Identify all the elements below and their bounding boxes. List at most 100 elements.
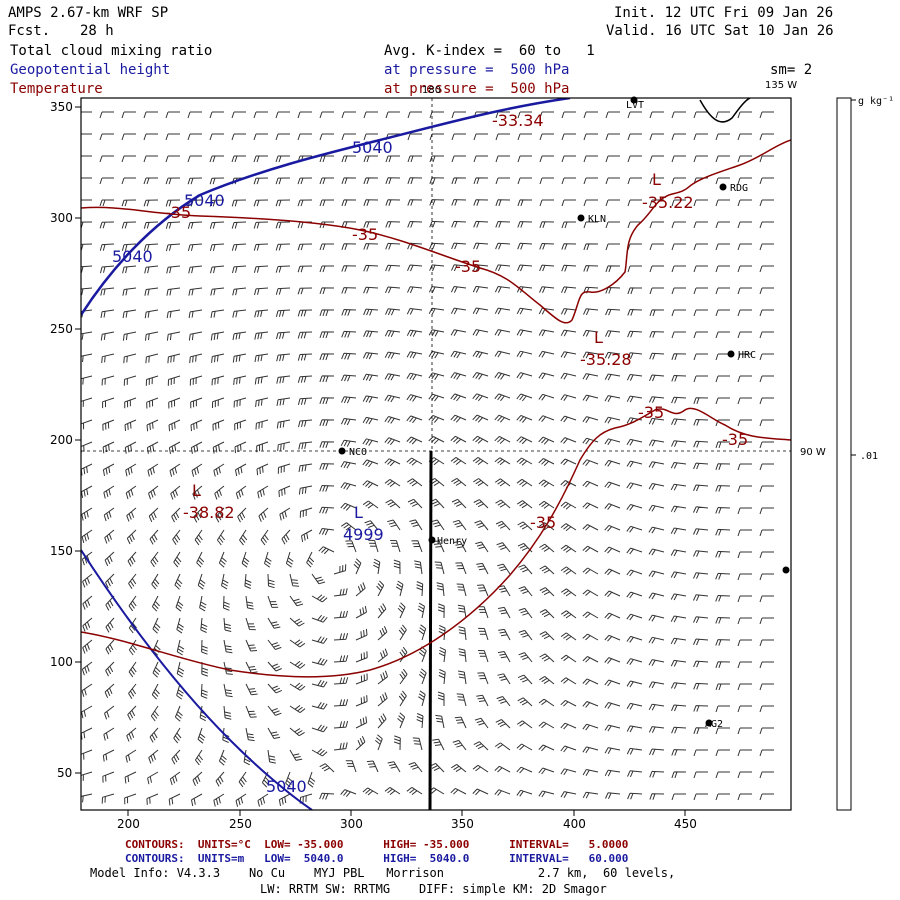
wind-barb bbox=[605, 133, 620, 141]
wind-barb bbox=[333, 720, 349, 729]
wind-barb bbox=[437, 691, 445, 706]
wind-barb bbox=[582, 351, 599, 359]
wind-barb bbox=[715, 177, 730, 185]
wind-barb bbox=[604, 590, 621, 598]
wind-barb bbox=[516, 720, 533, 729]
wind-barb bbox=[627, 243, 642, 251]
wind-barb bbox=[341, 155, 356, 163]
wind-barb bbox=[538, 479, 555, 488]
wind-barb bbox=[438, 646, 446, 663]
wind-barb bbox=[223, 683, 233, 698]
wind-barb bbox=[297, 111, 312, 119]
wind-barb bbox=[245, 661, 258, 674]
wind-barb bbox=[418, 646, 427, 663]
wind-barb bbox=[737, 573, 752, 581]
wind-barb bbox=[737, 485, 752, 493]
wind-barb bbox=[169, 771, 181, 786]
wind-barb bbox=[121, 155, 136, 163]
wind-barb bbox=[737, 529, 752, 537]
wind-barb bbox=[199, 705, 207, 722]
wind-barb bbox=[458, 670, 467, 685]
wind-barb bbox=[166, 309, 181, 319]
wind-barb bbox=[253, 265, 269, 273]
wind-barb bbox=[560, 745, 577, 753]
wind-barb bbox=[737, 309, 752, 317]
wind-barb bbox=[517, 221, 533, 228]
colorbar-unit: g kg⁻¹ bbox=[858, 96, 894, 107]
wind-barb bbox=[477, 650, 489, 663]
wind-barb bbox=[122, 287, 137, 296]
wind-barb bbox=[123, 353, 137, 364]
wind-barb bbox=[102, 441, 115, 454]
wind-barb bbox=[363, 308, 379, 316]
x-axis-ticks: 200 250 300 350 400 450 bbox=[117, 810, 697, 831]
wind-barb bbox=[345, 760, 357, 773]
wind-barb bbox=[538, 698, 555, 707]
wind-barb bbox=[385, 264, 401, 272]
wind-barb bbox=[257, 793, 269, 807]
wind-barb bbox=[176, 661, 185, 678]
wind-barb bbox=[693, 506, 709, 514]
wind-barb bbox=[561, 155, 576, 163]
wind-barb bbox=[737, 133, 752, 141]
wind-barb bbox=[671, 177, 686, 185]
wind-barb bbox=[200, 617, 208, 633]
wind-barb bbox=[759, 617, 774, 625]
wind-barb bbox=[122, 331, 137, 341]
wind-barb bbox=[355, 716, 368, 729]
wind-barb bbox=[693, 771, 708, 779]
wind-barb bbox=[626, 547, 643, 555]
wind-barb bbox=[235, 793, 247, 807]
wind-barb bbox=[362, 438, 379, 446]
wind-barb bbox=[165, 221, 181, 229]
wind-barb bbox=[121, 221, 137, 229]
wind-barb bbox=[538, 721, 555, 729]
wind-barb bbox=[737, 639, 752, 647]
wind-barb bbox=[341, 199, 357, 207]
wind-barb bbox=[267, 683, 282, 694]
wind-barb bbox=[759, 199, 774, 207]
wind-barb bbox=[715, 749, 730, 757]
wind-barb bbox=[99, 221, 115, 229]
longitude-90w-label: 90 W bbox=[800, 447, 826, 458]
wind-barb bbox=[472, 329, 489, 336]
wind-barb bbox=[362, 352, 379, 360]
field3-name: Temperature bbox=[10, 81, 103, 97]
wind-barb bbox=[431, 519, 445, 531]
wind-barb bbox=[539, 653, 555, 663]
wind-barb bbox=[497, 585, 511, 597]
wind-barb bbox=[649, 133, 664, 141]
wind-barb bbox=[428, 414, 445, 423]
wind-barb bbox=[451, 477, 467, 487]
wind-barb bbox=[737, 617, 752, 625]
wind-barb bbox=[407, 155, 422, 163]
wind-barb bbox=[341, 522, 357, 531]
wind-barb bbox=[397, 602, 406, 619]
wind-barb bbox=[759, 771, 774, 779]
wind-barb bbox=[478, 627, 489, 641]
y-axis-ticks: 350 300 250 200 150 100 50 bbox=[50, 100, 81, 780]
wind-barb bbox=[604, 747, 621, 754]
wind-barb bbox=[407, 199, 423, 206]
wind-barb bbox=[363, 177, 379, 185]
wind-barb bbox=[81, 375, 93, 385]
wind-barb bbox=[385, 286, 401, 294]
wind-barb bbox=[626, 635, 643, 643]
wind-barb bbox=[363, 199, 379, 206]
wind-barb bbox=[341, 330, 357, 338]
wind-barb bbox=[472, 307, 489, 315]
wind-barb bbox=[81, 199, 92, 201]
temp-label-1: -35 bbox=[165, 203, 191, 222]
wind-barb bbox=[452, 519, 467, 531]
wind-barb bbox=[583, 265, 599, 272]
wind-barb bbox=[693, 397, 709, 404]
wind-barb bbox=[341, 309, 357, 316]
wind-barb bbox=[497, 673, 511, 685]
wind-barb bbox=[384, 458, 401, 467]
wind-barb bbox=[648, 504, 665, 512]
wind-barb bbox=[275, 243, 291, 251]
wind-barb bbox=[385, 499, 401, 509]
height-label-3: 5040 bbox=[352, 138, 393, 157]
wind-barb bbox=[197, 573, 206, 590]
wind-barb bbox=[254, 331, 269, 340]
